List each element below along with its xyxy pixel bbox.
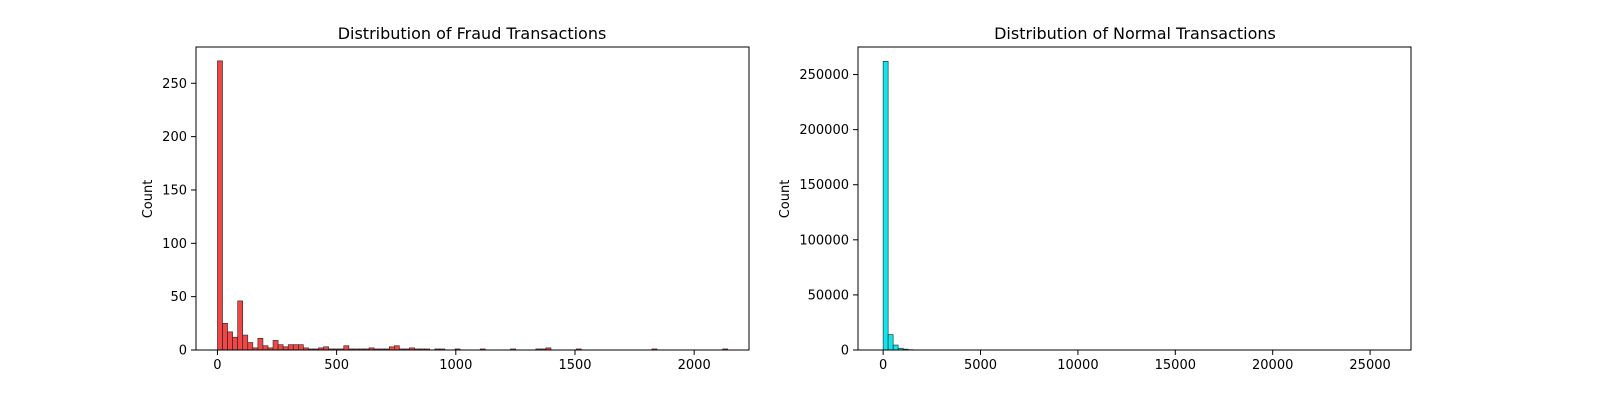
normal-x-tick-label: 15000 — [1155, 358, 1196, 373]
normal-chart: Distribution of Normal Transactions Coun… — [778, 24, 1412, 373]
normal-x-tick-label: 5000 — [964, 358, 997, 373]
fraud-bar — [298, 344, 304, 351]
fraud-bar — [222, 323, 228, 351]
fraud-bar — [272, 340, 279, 351]
fraud-y-ticks: 0 50 100 150 200 250 — [162, 77, 196, 359]
normal-y-tick-label: 0 — [841, 344, 849, 359]
fraud-y-tick-label: 0 — [179, 344, 187, 359]
fraud-bar — [247, 342, 254, 351]
normal-y-tick-label: 100000 — [799, 233, 849, 248]
fraud-x-tick-label: 0 — [213, 358, 221, 373]
normal-x-tick-label: 25000 — [1349, 358, 1390, 373]
fraud-chart-ylabel: Count — [141, 180, 156, 219]
fraud-x-tick-label: 1000 — [439, 358, 472, 373]
fraud-bar — [287, 344, 294, 351]
fraud-plot-frame — [195, 46, 750, 351]
fraud-bar — [237, 300, 244, 351]
normal-x-tick-label: 0 — [879, 358, 887, 373]
normal-chart-title: Distribution of Normal Transactions — [994, 24, 1276, 43]
normal-y-ticks: 0 50000 100000 150000 200000 250000 — [799, 68, 858, 359]
normal-bar — [892, 344, 899, 351]
fraud-bar — [343, 345, 350, 351]
fraud-bar — [262, 345, 269, 351]
fraud-bars — [217, 60, 729, 351]
fraud-x-tick-label: 1500 — [558, 358, 591, 373]
fraud-chart-title: Distribution of Fraud Transactions — [338, 24, 607, 43]
normal-x-tick-label: 20000 — [1252, 358, 1293, 373]
normal-x-tick-label: 10000 — [1057, 358, 1098, 373]
normal-y-tick-label: 250000 — [799, 68, 849, 83]
normal-bar — [887, 334, 894, 351]
normal-bars — [882, 61, 924, 351]
fraud-x-ticks: 0 500 1000 1500 2000 — [213, 350, 711, 373]
fraud-bar — [242, 334, 249, 351]
fraud-bar — [292, 344, 299, 351]
fraud-y-tick-label: 150 — [162, 183, 187, 198]
fraud-bar — [232, 336, 238, 351]
normal-x-ticks: 0 5000 10000 15000 20000 25000 — [879, 350, 1391, 373]
fraud-x-tick-label: 500 — [324, 358, 349, 373]
normal-bar — [882, 61, 889, 351]
normal-y-tick-label: 150000 — [799, 178, 849, 193]
fraud-y-tick-label: 250 — [162, 77, 187, 92]
normal-plot-frame — [857, 46, 1412, 351]
fraud-x-tick-label: 2000 — [678, 358, 711, 373]
fraud-chart: Distribution of Fraud Transactions Count… — [141, 24, 750, 373]
normal-y-tick-label: 50000 — [808, 288, 849, 303]
fraud-bar — [257, 337, 264, 351]
fraud-y-tick-label: 50 — [170, 290, 187, 305]
fraud-bar — [277, 344, 284, 351]
fraud-y-tick-label: 200 — [162, 130, 187, 145]
fraud-bar — [217, 60, 223, 351]
normal-chart-ylabel: Count — [778, 180, 793, 219]
fraud-bar — [227, 331, 233, 351]
fraud-y-tick-label: 100 — [162, 237, 187, 252]
normal-y-tick-label: 200000 — [799, 123, 849, 138]
fraud-bar — [394, 345, 400, 351]
